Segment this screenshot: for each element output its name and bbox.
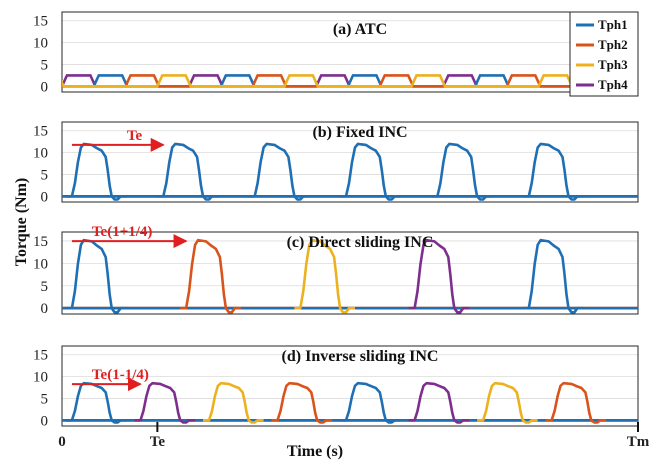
panel-c: 0 5 10 15 Te(1+1/4) (c) Direct sliding INC (33, 224, 639, 317)
y-tick-label: 15 (33, 234, 48, 250)
y-tick-label: 5 (41, 391, 49, 407)
y-tick-label: 15 (33, 348, 48, 364)
legend-label-tph4: Tph4 (598, 77, 628, 92)
y-tick-label: 15 (33, 124, 48, 140)
pulse-tph2 (180, 238, 241, 314)
traces (62, 74, 638, 88)
pulse-tph1 (431, 142, 492, 201)
legend-label-tph2: Tph2 (598, 37, 628, 52)
panel-a: 0 5 10 15 (a) ATC (33, 11, 639, 95)
pulse-tph2 (545, 381, 607, 424)
y-tick-label: 5 (41, 167, 49, 183)
y-tick-label: 10 (33, 370, 48, 386)
pulse-tph1 (157, 142, 218, 201)
x-axis-label: Time (s) (287, 443, 343, 460)
pulse-tph1 (522, 142, 584, 201)
pulse-tph3 (203, 381, 264, 424)
panel-title: (b) Fixed INC (312, 124, 407, 141)
axes-frame (61, 345, 639, 427)
pulse-tph1 (66, 238, 127, 314)
pulse-tph1 (248, 142, 310, 201)
axes-frame (61, 121, 639, 203)
y-tick-label: 10 (33, 36, 48, 52)
y-tick-label: 0 (41, 301, 49, 317)
pulse-tph1 (66, 381, 127, 424)
y-tick-label: 10 (33, 146, 48, 162)
pulse-tph3 (477, 381, 538, 424)
panels-layer: 0 5 10 15 (a) ATC 0 5 10 15 Te (b) Fixed INC 0 5 10 15… (33, 11, 639, 429)
pulse-tph1 (340, 142, 401, 201)
x-tick-label: Te (150, 434, 166, 450)
series-line-tph3 (62, 74, 638, 88)
legend: Tph1 Tph2 Tph3 Tph4 (569, 11, 639, 97)
traces (62, 142, 638, 201)
series-line-tph1 (62, 74, 638, 88)
y-tick-label: 5 (41, 279, 49, 295)
x-axis-labels: 0 Te Tm (58, 422, 650, 450)
pulse-tph4 (408, 238, 470, 314)
y-tick-label: 15 (33, 14, 48, 30)
panel-b: 0 5 10 15 Te (b) Fixed INC (33, 121, 639, 205)
panel-d: 0 5 10 15 Te(1-1/4) (d) Inverse sliding INC (33, 345, 639, 429)
panel-title: (d) Inverse sliding INC (282, 348, 439, 365)
traces (62, 238, 638, 314)
legend-label-tph3: Tph3 (598, 57, 628, 72)
y-axis-label: Torque (Nm) (13, 178, 30, 266)
y-tick-label: 0 (41, 413, 49, 429)
pulse-tph1 (66, 142, 127, 201)
x-tick-label: 0 (58, 434, 66, 450)
traces (62, 381, 638, 424)
legend-label-tph1: Tph1 (598, 17, 628, 32)
y-tick-label: 5 (41, 57, 49, 73)
period-annotation: Te(1-1/4) (92, 367, 149, 383)
pulse-tph4 (134, 381, 196, 424)
panel-title: (c) Direct sliding INC (287, 234, 434, 251)
pulse-tph1 (340, 381, 401, 424)
pulse-tph1 (522, 238, 584, 314)
period-annotation: Te(1+1/4) (92, 224, 152, 240)
y-tick-label: 0 (41, 189, 49, 205)
y-tick-label: 10 (33, 256, 48, 272)
axes-frame (61, 231, 639, 315)
period-annotation: Te (127, 128, 143, 144)
pulse-tph2 (271, 381, 333, 424)
pulse-tph3 (294, 238, 355, 314)
panel-title: (a) ATC (333, 21, 387, 38)
x-tick-label: Tm (627, 434, 650, 450)
y-tick-label: 0 (41, 79, 49, 95)
pulse-tph4 (408, 381, 470, 424)
